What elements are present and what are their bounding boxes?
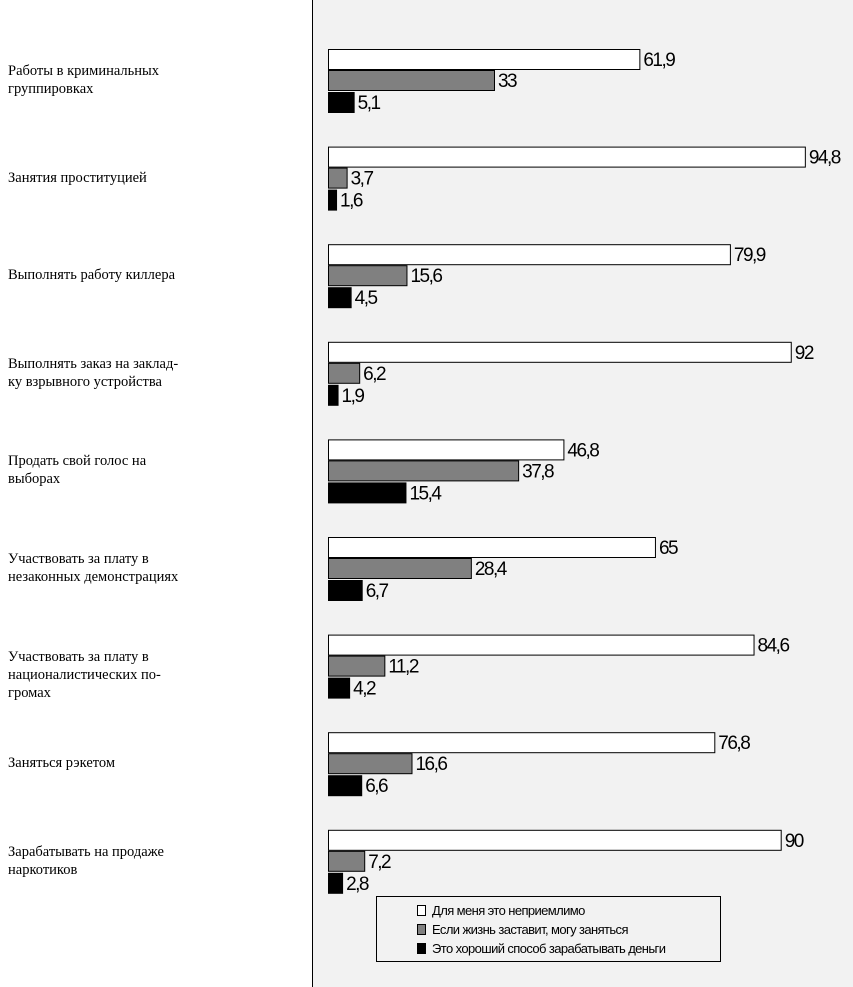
- bars-layer: 61,9 33 5,1 94,8 3,71,6 79,9 15,6 4,5 92 6,21,9 46…: [328, 49, 842, 895]
- bar-series-0-6: [328, 634, 755, 656]
- data-label-series-1-3: 6,2: [363, 364, 386, 385]
- category-label: Выполнять работу киллера: [8, 267, 176, 284]
- data-label-series-1-8: 7,2: [368, 852, 391, 873]
- bar-series-1-5: [328, 558, 472, 579]
- category-label: Работы в криминальных группировках: [8, 63, 160, 97]
- legend-label-0: Для меня это неприемлимо: [432, 902, 585, 918]
- category-label: Участвовать за плату в националистически…: [8, 648, 161, 701]
- data-label-series-0-2: 79,9: [734, 245, 766, 266]
- bar-series-2-3: [328, 384, 339, 406]
- bar-series-1-7: [328, 753, 413, 775]
- category-label: Заняться рэкетом: [8, 755, 116, 772]
- data-label-series-2-3: 1,9: [342, 386, 365, 407]
- bar-series-1-2: [328, 265, 408, 287]
- category-label: Зарабатывать на продаже наркотиков: [8, 843, 164, 878]
- legend-swatch-1: [417, 923, 426, 935]
- data-label-series-0-7: 76,8: [718, 733, 750, 754]
- bar-series-2-8: [328, 872, 344, 894]
- bar-series-0-3: [328, 341, 792, 363]
- data-label-series-2-2: 4,5: [355, 288, 378, 309]
- bar-series-0-8: [328, 829, 782, 851]
- legend-swatch-0: [417, 904, 426, 916]
- legend-label-2: Это хороший способ зарабатывать деньги: [432, 940, 666, 956]
- data-label-series-2-8: 2,8: [346, 874, 369, 895]
- bar-series-0-4: [328, 439, 565, 461]
- data-label-series-1-0: 33: [498, 71, 517, 92]
- category-label: Продать свой голос на выборах: [8, 453, 147, 488]
- data-label-series-2-1: 1,6: [340, 191, 363, 212]
- legend-swatch-2: [417, 942, 426, 954]
- bar-series-0-7: [328, 732, 716, 754]
- data-label-series-1-5: 28,4: [475, 559, 508, 580]
- data-label-series-2-7: 6,6: [365, 776, 388, 797]
- bar-series-0-5: [328, 537, 656, 558]
- bar-series-2-4: [328, 482, 407, 504]
- bar-series-1-0: [328, 70, 495, 91]
- data-label-series-0-3: 92: [795, 343, 814, 364]
- data-label-series-2-6: 4,2: [353, 679, 376, 700]
- category-label: Участвовать за плату в незаконных демонс…: [8, 551, 179, 585]
- legend-label-1: Если жизнь заставит, могу заняться: [432, 921, 629, 937]
- data-label-series-1-1: 3,7: [351, 169, 374, 190]
- bar-series-0-1: [328, 146, 806, 168]
- data-label-series-0-6: 84,6: [758, 636, 790, 657]
- bar-series-1-3: [328, 362, 361, 384]
- data-label-series-1-6: 11,2: [388, 657, 419, 678]
- data-label-series-0-1: 94,8: [809, 148, 841, 169]
- bar-series-0-0: [328, 49, 641, 70]
- legend-item-series-0: Для меня это неприемлимо: [417, 901, 585, 919]
- data-label-series-1-4: 37,8: [522, 461, 554, 482]
- data-label-series-2-4: 15,4: [409, 483, 442, 504]
- data-label-series-1-2: 15,6: [410, 266, 442, 287]
- bar-series-1-4: [328, 460, 520, 482]
- bar-series-0-2: [328, 244, 731, 266]
- legend-item-series-2: Это хороший способ зарабатывать деньги: [417, 939, 666, 957]
- bar-series-2-2: [328, 287, 352, 309]
- data-label-series-0-4: 46,8: [567, 440, 599, 461]
- data-label-series-2-5: 6,7: [366, 581, 389, 602]
- bar-series-1-8: [328, 850, 366, 872]
- bar-series-1-6: [328, 655, 386, 677]
- bar-series-1-1: [328, 167, 348, 189]
- bar-series-2-6: [328, 677, 351, 699]
- data-label-series-2-0: 5,1: [358, 93, 381, 114]
- legend: Для меня это неприемлимо Если жизнь заст…: [376, 896, 721, 962]
- bar-series-2-0: [328, 92, 355, 113]
- category-label: Выполнять заказ на заклад- ку взрывного …: [8, 355, 179, 390]
- bar-series-2-1: [328, 189, 338, 211]
- data-label-series-0-0: 61,9: [643, 50, 675, 71]
- data-label-series-1-7: 16,6: [415, 754, 447, 775]
- category-label: Занятия проституцией: [8, 169, 147, 186]
- legend-item-series-1: Если жизнь заставит, могу заняться: [417, 920, 629, 938]
- data-label-series-0-5: 65: [659, 538, 678, 559]
- bar-series-2-5: [328, 580, 363, 601]
- bar-series-2-7: [328, 775, 363, 797]
- data-label-series-0-8: 90: [785, 831, 804, 852]
